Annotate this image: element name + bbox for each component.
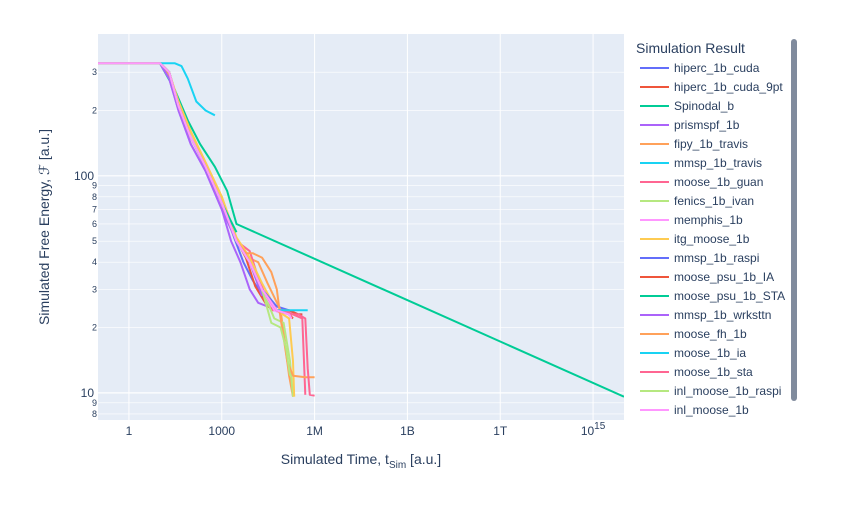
y-minor-tick-label: 2 xyxy=(92,323,97,333)
grid-layer xyxy=(98,34,624,420)
legend-label: itg_moose_1b xyxy=(674,232,750,246)
legend-item-mmsp_1b_travis[interactable]: mmsp_1b_travis xyxy=(640,156,762,170)
y-minor-tick-label: 3 xyxy=(92,67,97,77)
legend-item-mmsp_1b_raspi[interactable]: mmsp_1b_raspi xyxy=(640,251,759,265)
legend-label: mmsp_1b_travis xyxy=(674,156,762,170)
x-tick-exponent: 15 xyxy=(594,421,606,432)
legend[interactable]: Simulation Result hiperc_1b_cudahiperc_1… xyxy=(636,39,797,417)
x-tick-label: 1 xyxy=(126,424,133,438)
legend-label: fipy_1b_travis xyxy=(674,137,748,151)
legend-label: moose_psu_1b_IA xyxy=(674,270,774,284)
legend-label: mmsp_1b_raspi xyxy=(674,251,759,265)
y-minor-tick-label: 7 xyxy=(92,204,97,214)
y-minor-tick-label: 9 xyxy=(92,398,97,408)
x-axis-title-main: Simulated Time, t xyxy=(281,451,389,467)
y-axis-title: Simulated Free Energy, ℱ [a.u.] xyxy=(36,129,52,325)
legend-item-itg_moose_1b[interactable]: itg_moose_1b xyxy=(640,232,750,246)
x-tick-labels: 1 1000 1M 1B 1T 1015 xyxy=(126,421,606,438)
y-minor-tick-label: 5 xyxy=(92,236,97,246)
legend-item-fenics_1b_ivan[interactable]: fenics_1b_ivan xyxy=(640,194,754,208)
legend-label: hiperc_1b_cuda xyxy=(674,61,760,75)
legend-item-inl_moose_1b_raspi[interactable]: inl_moose_1b_raspi xyxy=(640,384,781,398)
legend-label: moose_1b_sta xyxy=(674,365,753,379)
x-tick-label: 1T xyxy=(493,424,508,438)
legend-scrollbar[interactable] xyxy=(791,39,797,401)
y-tick-label: 100 xyxy=(74,169,94,183)
y-minor-tick-label: 8 xyxy=(92,409,97,419)
legend-item-prismspf_1b[interactable]: prismspf_1b xyxy=(640,118,740,132)
legend-item-Spinodal_b[interactable]: Spinodal_b xyxy=(640,99,734,113)
legend-item-moose_1b_guan[interactable]: moose_1b_guan xyxy=(640,175,763,189)
y-minor-tick-label: 4 xyxy=(92,257,97,267)
legend-label: prismspf_1b xyxy=(674,118,740,132)
legend-label: moose_fh_1b xyxy=(674,327,747,341)
legend-item-fipy_1b_travis[interactable]: fipy_1b_travis xyxy=(640,137,748,151)
plot-background xyxy=(98,34,624,420)
x-tick-label: 1000 xyxy=(208,424,235,438)
x-axis-title: Simulated Time, tSim [a.u.] xyxy=(281,451,441,471)
legend-item-moose_1b_sta[interactable]: moose_1b_sta xyxy=(640,365,753,379)
y-tick-label: 10 xyxy=(81,386,95,400)
x-tick-label: 1015 xyxy=(581,421,606,438)
y-minor-tick-label: 6 xyxy=(92,219,97,229)
series-layer[interactable] xyxy=(98,62,624,398)
legend-label: moose_1b_ia xyxy=(674,346,746,360)
y-minor-tick-label: 3 xyxy=(92,284,97,294)
legend-title: Simulation Result xyxy=(636,40,745,56)
x-axis-title-subscript: Sim xyxy=(389,460,406,471)
legend-item-moose_psu_1b_IA[interactable]: moose_psu_1b_IA xyxy=(640,270,774,284)
legend-item-hiperc_1b_cuda_9pt[interactable]: hiperc_1b_cuda_9pt xyxy=(640,80,783,94)
x-tick-label: 1M xyxy=(306,424,323,438)
x-tick-label: 1B xyxy=(400,424,415,438)
legend-label: memphis_1b xyxy=(674,213,743,227)
legend-label: moose_psu_1b_STA xyxy=(674,289,785,303)
legend-label: moose_1b_guan xyxy=(674,175,763,189)
y-minor-tick-label: 2 xyxy=(92,105,97,115)
legend-label: fenics_1b_ivan xyxy=(674,194,754,208)
legend-label: mmsp_1b_wrksttn xyxy=(674,308,771,322)
legend-item-moose_psu_1b_STA[interactable]: moose_psu_1b_STA xyxy=(640,289,785,303)
legend-item-memphis_1b[interactable]: memphis_1b xyxy=(640,213,743,227)
legend-item-inl_moose_1b[interactable]: inl_moose_1b xyxy=(640,403,749,417)
series-line-inl_moose_1b[interactable] xyxy=(98,62,293,320)
legend-label: hiperc_1b_cuda_9pt xyxy=(674,80,783,94)
y-minor-tick-label: 8 xyxy=(92,192,97,202)
legend-label: inl_moose_1b_raspi xyxy=(674,384,781,398)
legend-item-hiperc_1b_cuda[interactable]: hiperc_1b_cuda xyxy=(640,61,760,75)
legend-label: Spinodal_b xyxy=(674,99,734,113)
x-tick-base: 10 xyxy=(581,424,595,438)
legend-item-moose_fh_1b[interactable]: moose_fh_1b xyxy=(640,327,747,341)
x-axis-title-unit: [a.u.] xyxy=(406,451,441,467)
y-minor-tick-label: 9 xyxy=(92,181,97,191)
legend-items[interactable]: hiperc_1b_cuda hiperc_1b_cuda_9pt Spinodal… xyxy=(640,61,785,417)
legend-item-mmsp_1b_wrksttn[interactable]: mmsp_1b_wrksttn xyxy=(640,308,771,322)
legend-item-moose_1b_ia[interactable]: moose_1b_ia xyxy=(640,346,746,360)
legend-label: inl_moose_1b xyxy=(674,403,749,417)
